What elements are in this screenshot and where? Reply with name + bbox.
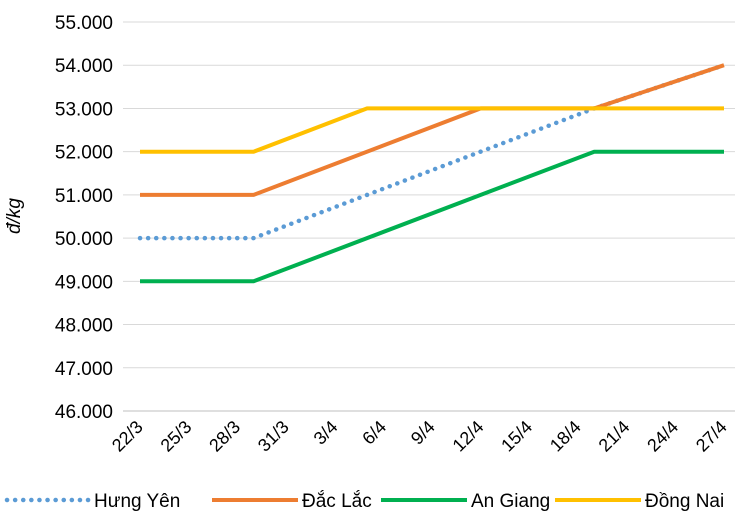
x-tick-label: 12/4 xyxy=(449,417,488,456)
y-tick-label: 53.000 xyxy=(55,99,113,120)
legend-label: Đồng Nai xyxy=(645,491,724,512)
legend-label: Hưng Yên xyxy=(94,491,180,512)
x-tick-label: 28/3 xyxy=(205,417,244,456)
x-tick-label: 18/4 xyxy=(546,417,585,456)
y-tick-label: 49.000 xyxy=(55,272,113,293)
series-line xyxy=(137,62,727,241)
y-tick-label: 55.000 xyxy=(55,13,113,34)
y-tick-label: 48.000 xyxy=(55,316,113,337)
x-tick-label: 6/4 xyxy=(358,417,390,449)
y-tick-label: 54.000 xyxy=(55,56,113,77)
x-tick-label: 24/4 xyxy=(643,417,682,456)
x-tick-label: 21/4 xyxy=(595,417,634,456)
y-tick-label: 47.000 xyxy=(55,359,113,380)
x-tick-label: 22/3 xyxy=(108,417,147,456)
x-tick-label: 25/3 xyxy=(157,417,196,456)
y-tick-label: 52.000 xyxy=(55,143,113,164)
y-tick-label: 51.000 xyxy=(55,186,113,207)
y-axis-ticks: 46.000 47.000 48.000 49.000 50.000 51.000 52.0… xyxy=(55,13,113,423)
legend: Hưng Yên Đắc Lắc An Giang Đồng Nai xyxy=(4,490,724,512)
legend-label: An Giang xyxy=(471,491,550,512)
x-tick-label: 27/4 xyxy=(692,417,731,456)
x-axis-ticks: 22/3 25/3 28/3 31/3 3/4 6/4 9/4 12/4 15/4 18/4 21/… xyxy=(108,417,731,456)
x-tick-label: 9/4 xyxy=(407,417,439,449)
x-tick-label: 31/3 xyxy=(254,417,293,456)
series-line xyxy=(140,106,724,154)
series-line xyxy=(140,63,725,197)
series-line xyxy=(140,149,724,284)
series-lines xyxy=(137,62,727,284)
x-tick-label: 15/4 xyxy=(497,417,536,456)
y-tick-label: 50.000 xyxy=(55,229,113,250)
legend-label: Đắc Lắc xyxy=(302,490,372,512)
y-axis-label: đ/kg xyxy=(4,198,25,234)
y-tick-label: 46.000 xyxy=(55,402,113,423)
x-tick-label: 3/4 xyxy=(310,417,342,449)
